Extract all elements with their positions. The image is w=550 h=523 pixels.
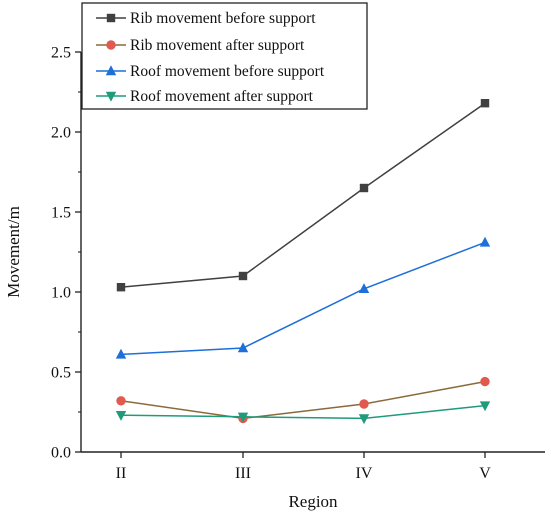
x-tick-label: II xyxy=(116,465,127,482)
legend-marker xyxy=(106,40,116,50)
series-3 xyxy=(115,236,491,359)
data-point xyxy=(359,183,369,193)
series-line xyxy=(120,241,486,356)
series-line xyxy=(120,102,486,288)
data-point xyxy=(479,401,491,412)
data-point xyxy=(480,376,490,387)
x-axis-title: Region xyxy=(288,492,338,511)
series-4 xyxy=(115,401,491,425)
data-point xyxy=(238,271,248,281)
data-point xyxy=(237,412,249,423)
y-tick-label: 1.0 xyxy=(51,285,71,302)
data-point xyxy=(116,396,126,406)
legend-marker xyxy=(105,91,117,102)
y-tick-label: 0.0 xyxy=(51,445,71,462)
legend-label: Rib movement before support xyxy=(130,10,316,27)
legend-label: Rib movement after support xyxy=(130,37,305,54)
x-tick-label: IV xyxy=(356,465,373,482)
x-tick-label: III xyxy=(235,465,251,482)
data-point xyxy=(358,414,370,425)
series-line xyxy=(120,404,486,420)
x-ticks: II III IV V xyxy=(116,452,491,482)
y-axis-title: Movement/m xyxy=(4,206,23,298)
legend-box xyxy=(81,2,368,110)
legend-marker xyxy=(106,13,116,23)
data-point xyxy=(359,399,369,409)
data-point xyxy=(115,348,127,359)
x-tick-label: V xyxy=(479,465,491,482)
y-tick-label: 2.0 xyxy=(51,125,71,142)
series-line xyxy=(120,380,486,420)
axes xyxy=(80,52,545,453)
legend-label: Roof movement before support xyxy=(130,63,325,80)
series-1 xyxy=(116,99,490,292)
y-tick-label: 2.5 xyxy=(51,45,71,62)
y-tick-label: 1.5 xyxy=(51,205,71,222)
legend-label: Roof movement after support xyxy=(130,88,314,105)
data-point xyxy=(115,411,127,421)
legend-marker xyxy=(105,65,117,76)
data-point xyxy=(479,236,491,247)
y-ticks: 0.0 0.5 1.0 1.5 2.0 2.5 xyxy=(51,45,81,462)
y-tick-label: 0.5 xyxy=(51,365,71,382)
data-point xyxy=(480,99,490,108)
legend: Rib movement before support Rib movement … xyxy=(81,2,368,110)
data-point xyxy=(237,342,249,353)
series-group xyxy=(115,99,491,425)
data-point xyxy=(358,283,370,293)
data-point xyxy=(116,283,126,292)
